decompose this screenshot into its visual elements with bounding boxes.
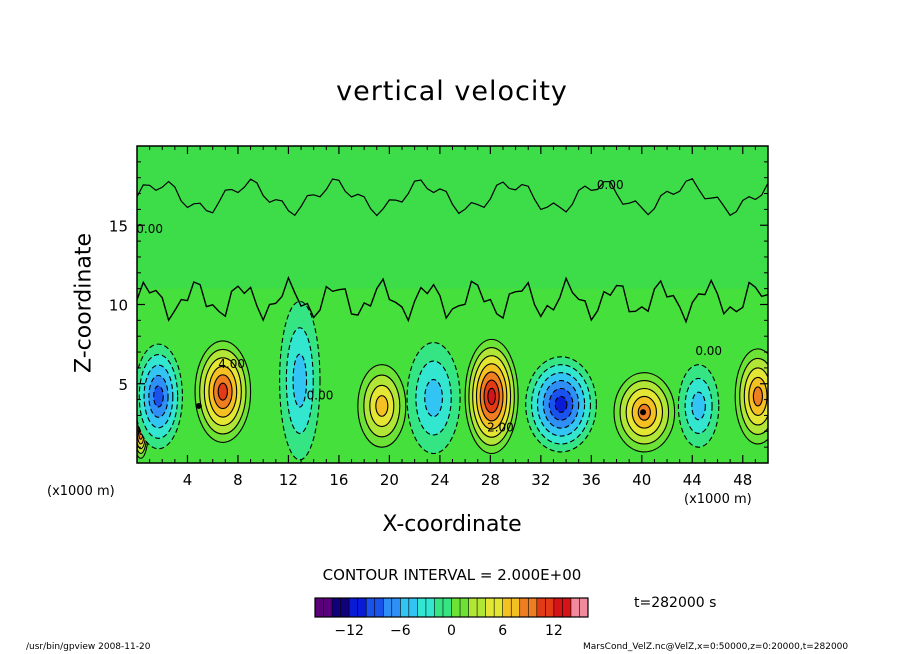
contour-level-ring — [691, 391, 706, 421]
x-tick-label: 4 — [183, 471, 193, 489]
contour-interval-label: CONTOUR INTERVAL = 2.000E+00 — [322, 566, 582, 584]
extremum-marker — [640, 409, 647, 416]
contour-level-ring — [487, 387, 496, 406]
contour-cell — [137, 343, 183, 450]
contour-level-ring — [153, 385, 164, 408]
contour-cell — [279, 300, 321, 461]
footer-program-date: /usr/bin/gpview 2008-11-20 — [26, 642, 151, 652]
contour-label: 4.00 — [218, 357, 245, 371]
colorbar-tick-label: −6 — [390, 623, 411, 639]
contour-label: 0.00 — [695, 344, 722, 358]
contour-label: 2.00 — [487, 420, 514, 434]
zero-contour-line — [137, 275, 768, 324]
contour-cell — [677, 364, 720, 448]
chart-title: vertical velocity — [336, 76, 568, 107]
x-tick-label: 48 — [733, 471, 752, 489]
z-unit-label: (x1000 m) — [47, 484, 115, 499]
contour-level-ring — [554, 395, 568, 413]
contour-label: 0.00 — [597, 178, 624, 192]
y-tick-label: 10 — [109, 297, 128, 315]
contour-level-ring — [292, 353, 308, 408]
x-tick-label: 20 — [380, 471, 399, 489]
contour-cell — [357, 364, 407, 448]
x-tick-label: 44 — [683, 471, 702, 489]
colorbar-tick-label: 0 — [447, 623, 456, 639]
contour-label: 0.00 — [136, 222, 163, 236]
y-tick-label: 15 — [109, 217, 128, 235]
colorbar-tick-label: 12 — [545, 623, 563, 639]
upper-contour-line — [137, 178, 768, 217]
contour-level-ring — [424, 378, 443, 418]
upper-field-band — [137, 146, 768, 289]
contour-cell — [734, 348, 768, 445]
contour-level-ring — [752, 386, 763, 407]
x-tick-label: 40 — [632, 471, 651, 489]
x-tick-label: 28 — [481, 471, 500, 489]
footer-source: MarsCond_VelZ.nc@VelZ,x=0:50000,z=0:2000… — [583, 642, 849, 652]
time-label: t=282000 s — [634, 595, 717, 611]
colorbar-tick-label: 6 — [498, 623, 507, 639]
colorbar-tick-label: −12 — [334, 623, 364, 639]
contour-cell — [525, 356, 597, 453]
plot-area: 4.00 0.00 0.00 0.00 0.00 2.00 — [136, 146, 768, 463]
colorbar-border — [314, 597, 589, 618]
contour-label: 0.00 — [307, 389, 334, 403]
contour-level-ring — [217, 382, 228, 401]
x-unit-label: (x1000 m) — [684, 492, 752, 507]
x-tick-label: 16 — [329, 471, 348, 489]
x-tick-label: 12 — [279, 471, 298, 489]
contour-cell — [406, 341, 461, 455]
x-tick-label: 32 — [531, 471, 550, 489]
y-tick-label: 5 — [118, 376, 128, 394]
x-axis-label: X-coordinate — [382, 512, 522, 537]
extremum-marker — [195, 402, 202, 409]
contour-cell — [194, 340, 252, 443]
colorbar: −12 −6 0 6 12 — [314, 597, 589, 639]
contour-level-ring — [375, 395, 389, 417]
x-tick-label: 24 — [430, 471, 449, 489]
contour-cell — [464, 338, 519, 455]
x-tick-label: 36 — [582, 471, 601, 489]
x-tick-label: 8 — [233, 471, 243, 489]
